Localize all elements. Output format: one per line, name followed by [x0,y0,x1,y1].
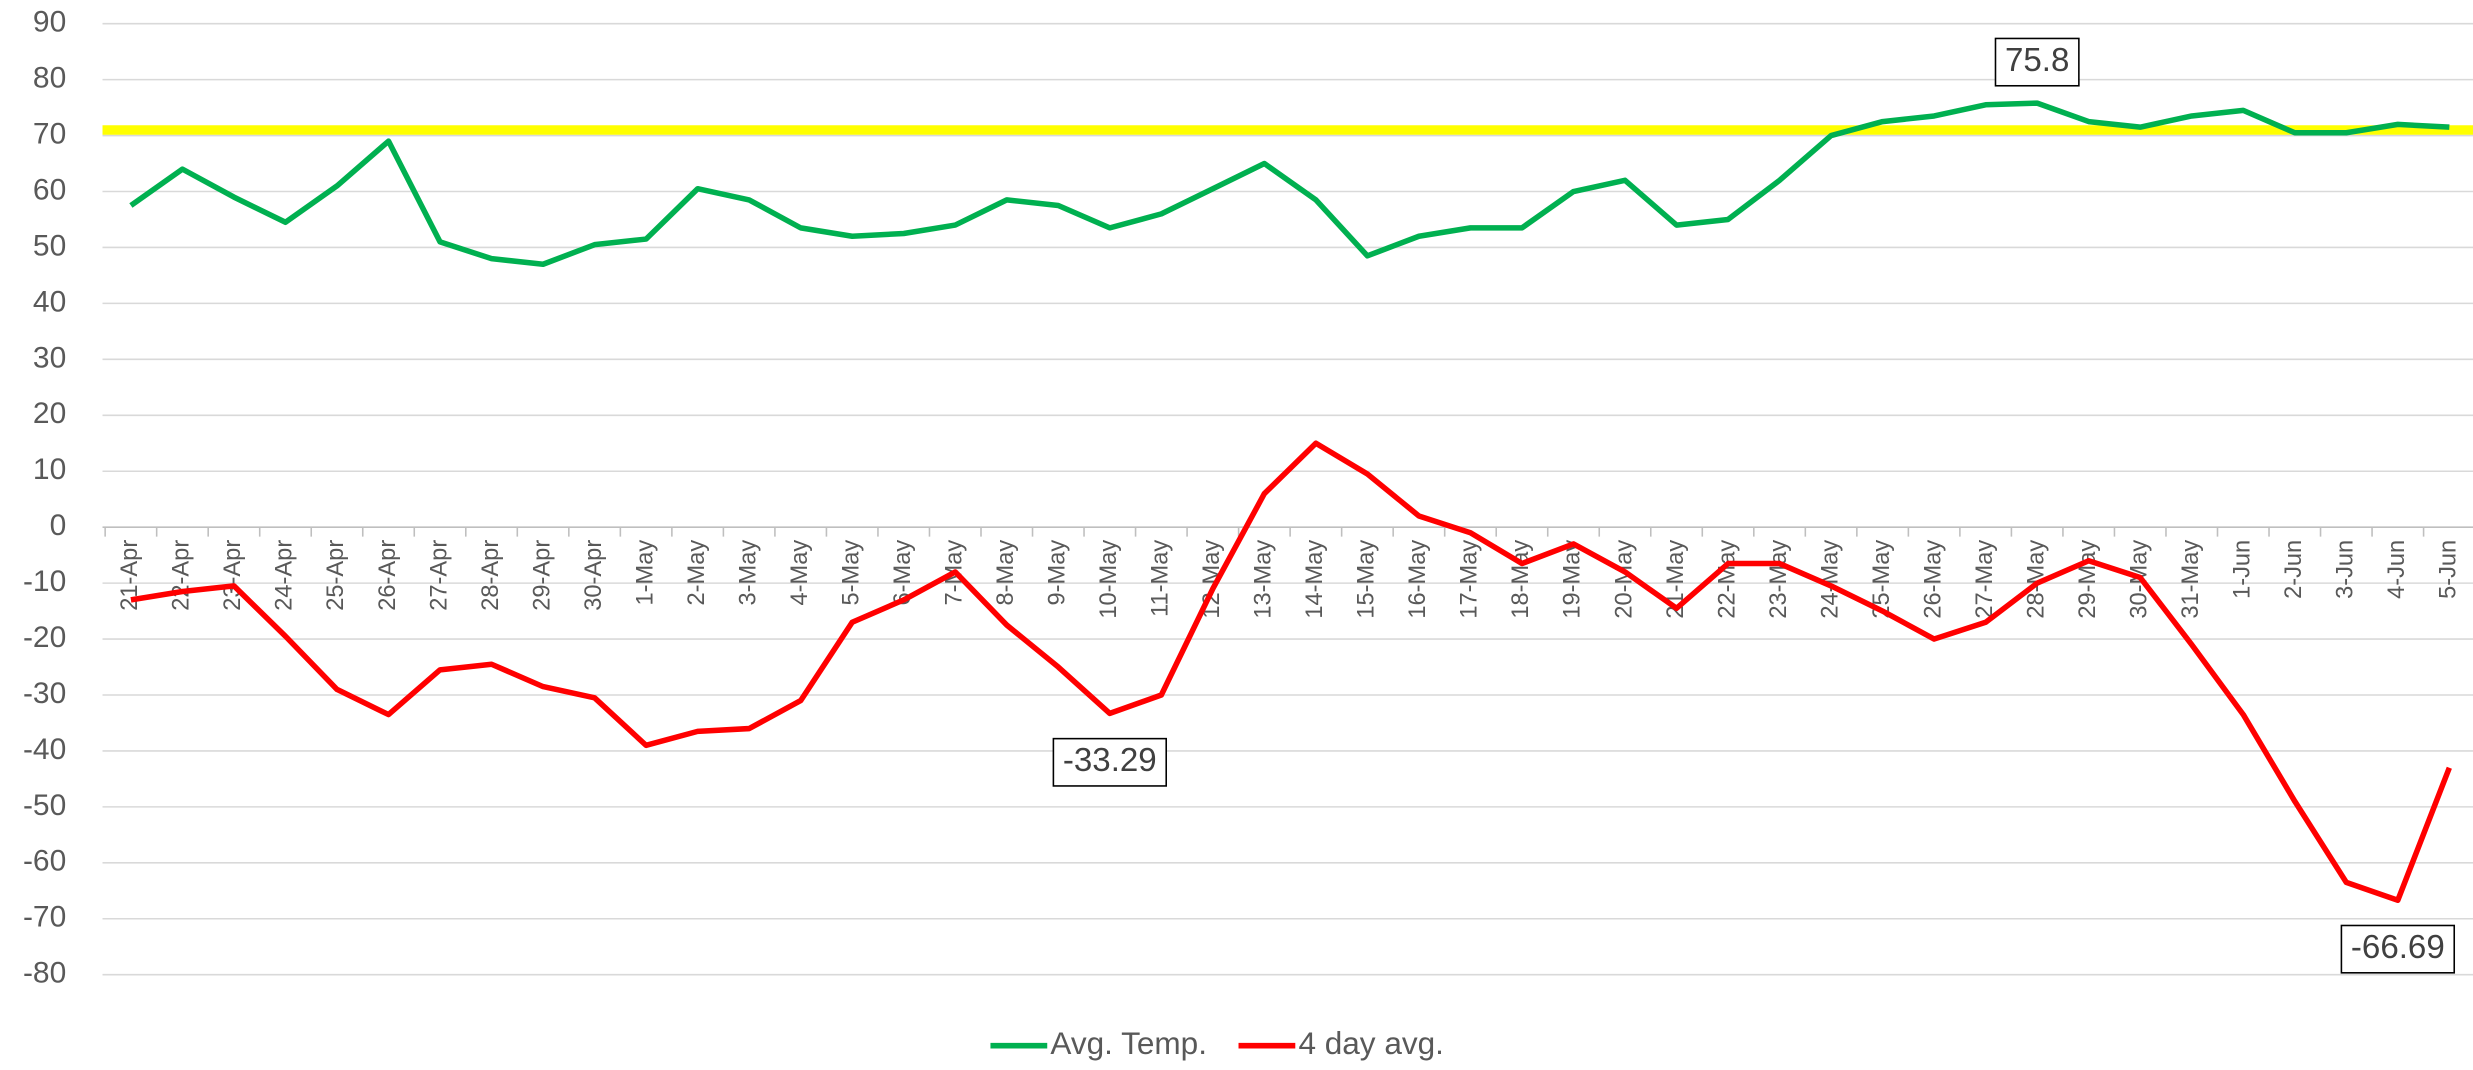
x-tick-label: 24-Apr [272,540,298,611]
x-tick-label: 9-May [1045,540,1071,606]
x-tick-label: 1-May [632,540,658,606]
data-label-text: 75.8 [2005,42,2069,79]
x-tick-label: 22-Apr [169,540,195,611]
y-tick-label: -20 [23,621,66,654]
x-tick-label: 22-May [1714,540,1740,619]
y-tick-label: -60 [23,845,66,878]
series-line [130,440,2452,904]
y-tick-label: 30 [33,341,66,374]
x-tick-label: 19-May [1560,540,1586,619]
data-label: -33.29 [1052,737,1167,787]
x-tick-label: 5-May [838,540,864,606]
x-tick-label: 17-May [1457,540,1483,619]
x-tick-label: 14-May [1302,540,1328,619]
x-tick-label: 29-Apr [529,540,555,611]
x-tick-label: 1-Jun [2230,540,2256,599]
series-line [129,100,2450,267]
y-tick-label: 10 [33,453,66,486]
x-tick-label: 31-May [2178,540,2204,619]
y-tick-label: -70 [23,901,66,934]
y-tick-label: -10 [23,565,66,598]
x-tick-label: 18-May [1508,540,1534,619]
x-tick-label: 11-May [1148,540,1174,617]
y-tick-label: 90 [33,6,66,39]
x-tick-label: 4-Jun [2384,540,2410,599]
y-tick-label: -40 [23,733,66,766]
y-tick-label: 60 [33,173,66,206]
y-tick-label: 0 [50,509,67,542]
x-tick-label: 3-Jun [2333,540,2359,599]
data-label-text: -66.69 [2351,929,2445,966]
x-tick-label: 28-Apr [478,540,504,611]
x-tick-label: 15-May [1354,540,1380,619]
x-tick-label: 16-May [1405,540,1431,619]
x-tick-label: 27-Apr [426,540,452,611]
x-tick-label: 5-Jun [2436,540,2462,599]
y-tick-label: 80 [33,62,66,95]
x-tick-label: 26-Apr [375,540,401,611]
data-label-box [1052,737,1167,787]
x-tick-label: 23-Apr [220,540,246,611]
x-tick-label: 27-May [1972,540,1998,619]
x-tick-label: 3-May [735,540,761,606]
legend-label: Avg. Temp. [1050,1025,1207,1061]
y-tick-label: -50 [23,789,66,822]
data-label: -66.69 [2340,924,2456,974]
y-tick-label: 50 [33,229,66,262]
x-tick-label: 25-Apr [323,540,349,611]
x-tick-label: 26-May [1920,540,1946,619]
y-tick-label: -80 [23,957,66,990]
data-label-box [2340,924,2456,974]
x-tick-label: 23-May [1766,540,1792,619]
x-tick-label: 2-Jun [2281,540,2307,599]
x-tick-label: 30-Apr [581,540,607,611]
y-tick-label: -30 [23,677,66,710]
x-tick-label: 8-May [993,540,1019,606]
x-tick-label: 4-May [787,540,813,606]
x-tick-label: 2-May [684,540,710,606]
x-tick-label: 13-May [1251,540,1277,619]
x-tick-label: 10-May [1096,540,1122,619]
y-tick-label: 20 [33,397,66,430]
legend-label: 4 day avg. [1298,1025,1444,1061]
y-tick-label: 70 [33,117,66,150]
y-tick-label: 40 [33,285,66,318]
x-tick-label: 29-May [2075,540,2101,619]
data-label: 75.8 [1994,37,2080,87]
data-label-text: -33.29 [1063,742,1157,779]
data-label-box [1994,37,2080,87]
